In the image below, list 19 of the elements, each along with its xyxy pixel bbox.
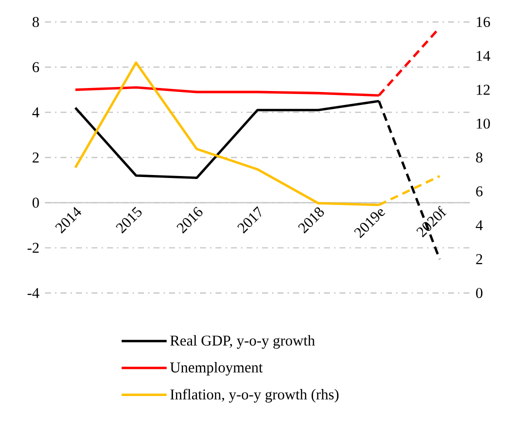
legend-label: Real GDP, y-o-y growth: [170, 335, 315, 349]
y-tick-label: 4: [32, 107, 40, 118]
y2-tick-label: 12: [476, 84, 490, 95]
y2-tick-label: 2: [476, 254, 482, 264]
y-tick-label: -4: [28, 288, 40, 298]
y2-tick-label: 14: [476, 50, 490, 61]
y2-tick-label: 16: [476, 16, 490, 28]
y-tick-label: 6: [32, 62, 40, 72]
y-tick-label: 2: [32, 152, 39, 162]
y2-tick-label: 8: [476, 152, 482, 163]
y2-tick-label: 6: [476, 186, 483, 196]
y-tick-label: -2: [28, 242, 39, 253]
y2-tick-label: 0: [476, 288, 482, 298]
legend-label: Inflation, y-o-y growth (rhs): [170, 388, 338, 403]
y2-tick-label: 10: [476, 118, 490, 129]
y-tick-label: 0: [32, 198, 39, 208]
y-tick-label: 8: [32, 16, 39, 28]
legend-label: Unemployment: [170, 362, 263, 376]
y2-tick-label: 4: [476, 220, 483, 230]
